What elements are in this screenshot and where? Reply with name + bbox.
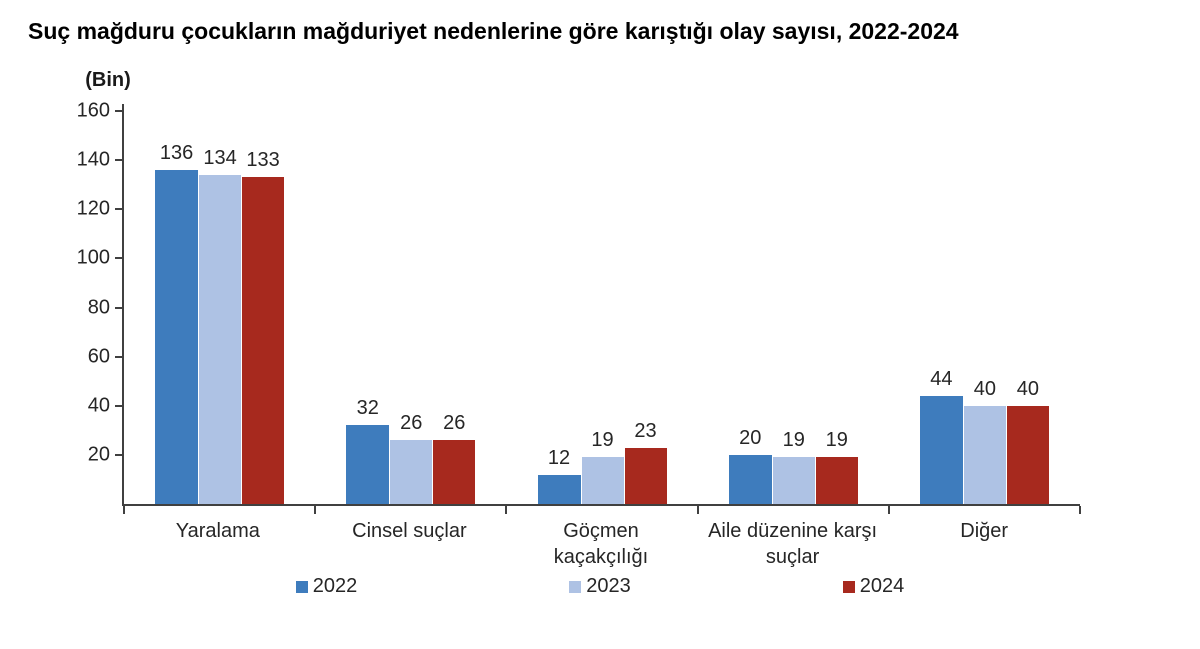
bar-value-label: 20 bbox=[739, 426, 762, 449]
chart-title: Suç mağduru çocukların mağduriyet nedenl… bbox=[28, 18, 959, 44]
legend-label: 2022 bbox=[312, 575, 358, 597]
plot-area: 20 40 60 80 100 120 140 160 136 134 133 32 26 26 12 19 2… bbox=[77, 100, 1081, 514]
category-label: Göçmen kaçakçılığı bbox=[553, 520, 649, 568]
y-tick-label: 160 bbox=[76, 99, 110, 122]
legend-swatch bbox=[569, 580, 582, 593]
bar-2022: 12 bbox=[537, 447, 581, 504]
bar-2023: 40 bbox=[962, 378, 1006, 504]
legend-item-2024: 2024 bbox=[842, 575, 905, 598]
bar-2024: 19 bbox=[814, 429, 858, 504]
legend-item-2023: 2023 bbox=[569, 575, 631, 598]
bar-group: 32 26 26 bbox=[315, 111, 506, 504]
bar-value-label: 134 bbox=[203, 146, 237, 169]
bar-value-label: 23 bbox=[634, 419, 657, 442]
bar-2024: 26 bbox=[432, 412, 476, 504]
x-tick-mark bbox=[505, 506, 508, 514]
bar-value-label: 26 bbox=[443, 412, 466, 435]
bar-value-label: 136 bbox=[159, 141, 194, 164]
legend-label: 2024 bbox=[859, 575, 905, 597]
bar-2024: 23 bbox=[623, 420, 667, 504]
y-tick-label: 20 bbox=[87, 443, 110, 466]
y-tick-mark bbox=[115, 159, 124, 162]
bar-2023: 26 bbox=[389, 412, 433, 504]
y-tick-label: 40 bbox=[87, 394, 110, 417]
y-tick-mark bbox=[115, 404, 124, 407]
y-tick-label: 60 bbox=[87, 345, 110, 368]
y-tick-mark bbox=[115, 355, 124, 358]
bar-2024: 40 bbox=[1005, 378, 1049, 504]
x-tick-mark bbox=[887, 506, 890, 514]
bar-value-label: 40 bbox=[973, 377, 997, 400]
bar-value-label: 133 bbox=[246, 149, 280, 172]
bar-2023: 19 bbox=[771, 429, 815, 504]
category-label: Yaralama bbox=[175, 520, 260, 542]
bar-value-label: 19 bbox=[782, 429, 805, 452]
y-tick-label: 140 bbox=[76, 148, 110, 171]
bar-value-label: 44 bbox=[930, 367, 953, 390]
x-tick-mark bbox=[123, 506, 125, 514]
bar-group: 12 19 23 bbox=[506, 111, 697, 504]
y-tick-mark bbox=[115, 453, 124, 456]
bar-group: 44 40 40 bbox=[889, 111, 1080, 504]
bar-2024: 133 bbox=[241, 149, 285, 504]
bar-value-label: 26 bbox=[400, 412, 423, 435]
category-label: Aile düzenine karşı suçlar bbox=[708, 520, 878, 568]
bar-value-label: 12 bbox=[547, 446, 571, 469]
y-tick-mark bbox=[115, 306, 124, 309]
bar-group: 20 19 19 bbox=[698, 111, 889, 504]
x-tick-mark bbox=[696, 506, 699, 514]
bar-2023: 134 bbox=[198, 147, 242, 504]
bar-2022: 44 bbox=[919, 368, 963, 504]
category-label: Cinsel suçlar bbox=[352, 520, 467, 542]
y-tick-mark bbox=[115, 257, 124, 260]
bar-value-label: 19 bbox=[825, 429, 848, 452]
bar-2023: 19 bbox=[580, 429, 624, 504]
category-label: Diğer bbox=[960, 520, 1009, 542]
y-tick-mark bbox=[115, 110, 124, 112]
bar-2022: 32 bbox=[346, 397, 390, 504]
y-tick-label: 120 bbox=[76, 197, 110, 220]
x-tick-mark bbox=[314, 506, 317, 514]
legend-swatch bbox=[842, 580, 855, 593]
x-axis-category-labels: Yaralama Cinsel suçlar Göçmen kaçakçılığı A… bbox=[122, 518, 1080, 570]
legend-label: 2023 bbox=[586, 575, 631, 597]
y-tick-mark bbox=[115, 208, 124, 211]
y-axis-unit-label: (Bin) bbox=[85, 69, 131, 91]
bar-value-label: 32 bbox=[356, 397, 379, 420]
y-tick-label: 80 bbox=[87, 296, 110, 318]
legend-swatch bbox=[295, 580, 308, 593]
legend: 2022 2023 2024 bbox=[0, 575, 1200, 598]
bar-group: 136 134 133 bbox=[124, 111, 315, 504]
bar-groups: 136 134 133 32 26 26 12 19 23 20 19 19 44 40 40 bbox=[124, 111, 1080, 504]
x-tick-mark bbox=[1079, 506, 1081, 514]
bar-value-label: 40 bbox=[1016, 377, 1040, 400]
legend-item-2022: 2022 bbox=[295, 575, 358, 598]
y-tick-label: 100 bbox=[76, 246, 110, 269]
bar-value-label: 19 bbox=[591, 429, 614, 452]
bar-2022: 136 bbox=[155, 142, 199, 504]
bar-2022: 20 bbox=[728, 427, 772, 504]
